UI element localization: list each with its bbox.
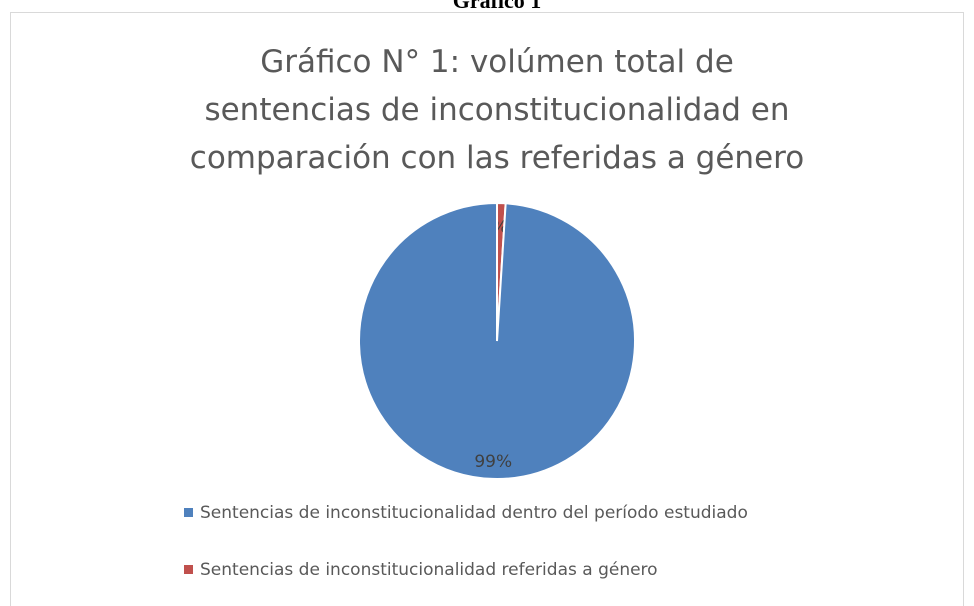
pie-slice: [358, 201, 636, 480]
legend-swatch: [184, 565, 193, 574]
chart-title: Gráfico N° 1: volúmen total de sentencias…: [190, 44, 804, 176]
legend-label: Sentencias de inconstitucionalidad refer…: [200, 560, 658, 580]
heading: Gráfico 1: [453, 0, 542, 13]
legend-swatch: [184, 508, 193, 517]
legend-label: Sentencias de inconstitucionalidad dentr…: [200, 503, 748, 523]
title-text: Gráfico N° 1: volúmen total de sentencias…: [190, 44, 804, 176]
data-label: 99%: [474, 452, 512, 472]
